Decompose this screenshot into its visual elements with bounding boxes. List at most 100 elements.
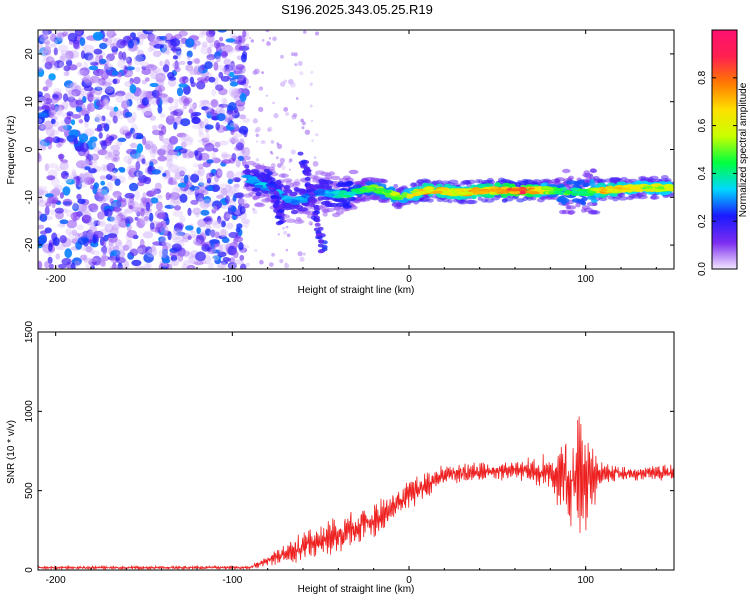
noise-blob bbox=[245, 43, 250, 48]
noise-blob bbox=[178, 148, 188, 154]
noise-blob bbox=[196, 147, 205, 153]
noise-blob bbox=[214, 231, 220, 239]
noise-blob bbox=[38, 234, 47, 245]
noise-blob bbox=[242, 220, 250, 229]
noise-blob bbox=[252, 70, 258, 75]
noise-blob bbox=[106, 245, 115, 250]
noise-blob bbox=[44, 261, 50, 269]
ridge-blob bbox=[548, 191, 555, 195]
noise-blob bbox=[101, 255, 110, 262]
ridge-blob bbox=[314, 190, 326, 194]
noise-blob bbox=[83, 159, 90, 168]
noise-blob bbox=[110, 215, 121, 224]
noise-blob bbox=[235, 192, 245, 199]
noise-blob bbox=[229, 257, 235, 264]
noise-blob bbox=[226, 123, 235, 131]
ridge-blob bbox=[422, 182, 429, 188]
noise-blob bbox=[72, 39, 80, 49]
noise-blob bbox=[229, 71, 235, 78]
noise-blob bbox=[147, 165, 153, 172]
noise-blob bbox=[173, 169, 179, 175]
ridge-blob bbox=[560, 200, 567, 205]
noise-blob bbox=[104, 99, 109, 107]
noise-blob bbox=[211, 205, 218, 211]
noise-blob bbox=[236, 132, 244, 138]
noise-blob bbox=[188, 265, 194, 269]
noise-blob bbox=[208, 76, 216, 83]
noise-blob bbox=[235, 142, 244, 151]
noise-blob bbox=[167, 97, 174, 104]
noise-blob bbox=[90, 184, 95, 190]
branch-blob bbox=[300, 164, 307, 169]
noise-blob bbox=[94, 86, 103, 91]
ridge-blob bbox=[259, 182, 266, 186]
noise-blob bbox=[237, 204, 243, 211]
noise-blob bbox=[50, 209, 56, 216]
noise-blob bbox=[89, 249, 95, 255]
noise-blob bbox=[310, 119, 314, 123]
ridge-blob bbox=[495, 188, 506, 192]
ridge-blob bbox=[443, 183, 452, 189]
noise-blob bbox=[53, 47, 58, 56]
noise-blob bbox=[216, 64, 226, 72]
noise-blob bbox=[95, 113, 102, 122]
noise-blob bbox=[309, 82, 313, 86]
ridge-blob bbox=[558, 183, 565, 189]
noise-blob bbox=[148, 212, 154, 222]
noise-blob bbox=[255, 133, 259, 137]
noise-blob bbox=[71, 229, 78, 236]
noise-blob bbox=[99, 42, 108, 50]
noise-blob bbox=[186, 50, 193, 58]
noise-blob bbox=[141, 158, 146, 165]
noise-blob bbox=[119, 167, 126, 173]
ridge-blob bbox=[247, 177, 256, 181]
noise-blob bbox=[223, 58, 232, 66]
noise-blob bbox=[204, 142, 215, 152]
noise-blob bbox=[94, 115, 104, 123]
noise-blob bbox=[120, 197, 127, 203]
noise-blob bbox=[153, 188, 162, 194]
branch-blob bbox=[310, 200, 317, 205]
noise-blob bbox=[265, 94, 268, 97]
noise-blob bbox=[198, 32, 205, 38]
noise-blob bbox=[221, 151, 228, 160]
snr-x-ticks: -200 -100 0 100 bbox=[46, 332, 657, 586]
noise-blob bbox=[81, 77, 90, 82]
noise-blob bbox=[216, 194, 224, 199]
noise-blob bbox=[38, 152, 41, 160]
noise-blob bbox=[182, 139, 193, 146]
ridge-blob bbox=[582, 193, 594, 197]
noise-blob bbox=[201, 241, 207, 247]
noise-blob bbox=[162, 242, 172, 250]
noise-blob bbox=[137, 217, 143, 225]
noise-blob bbox=[193, 66, 198, 76]
noise-blob bbox=[171, 232, 181, 240]
noise-blob bbox=[229, 32, 237, 39]
noise-blob bbox=[178, 83, 188, 88]
noise-blob bbox=[101, 260, 107, 268]
noise-blob bbox=[48, 110, 53, 117]
noise-blob bbox=[150, 197, 159, 204]
noise-blob bbox=[142, 136, 147, 146]
noise-blob bbox=[279, 157, 285, 164]
ridge-blob bbox=[264, 197, 271, 202]
noise-blob bbox=[201, 137, 210, 143]
noise-blob bbox=[215, 84, 224, 91]
noise-blob bbox=[38, 43, 44, 49]
noise-blob bbox=[235, 64, 245, 70]
noise-blob bbox=[156, 194, 163, 199]
noise-blob bbox=[133, 76, 141, 85]
noise-blob bbox=[61, 173, 67, 179]
noise-blob bbox=[225, 38, 236, 43]
noise-blob bbox=[280, 81, 286, 87]
noise-blob bbox=[241, 218, 251, 224]
ridge-blob bbox=[322, 212, 328, 217]
noise-blob bbox=[124, 216, 134, 224]
ridge-blob bbox=[324, 193, 333, 197]
noise-blob bbox=[192, 102, 197, 110]
noise-blob bbox=[129, 165, 136, 172]
noise-blob bbox=[83, 246, 90, 252]
noise-blob bbox=[89, 75, 101, 84]
noise-blob bbox=[158, 236, 166, 243]
noise-blob bbox=[205, 228, 212, 236]
